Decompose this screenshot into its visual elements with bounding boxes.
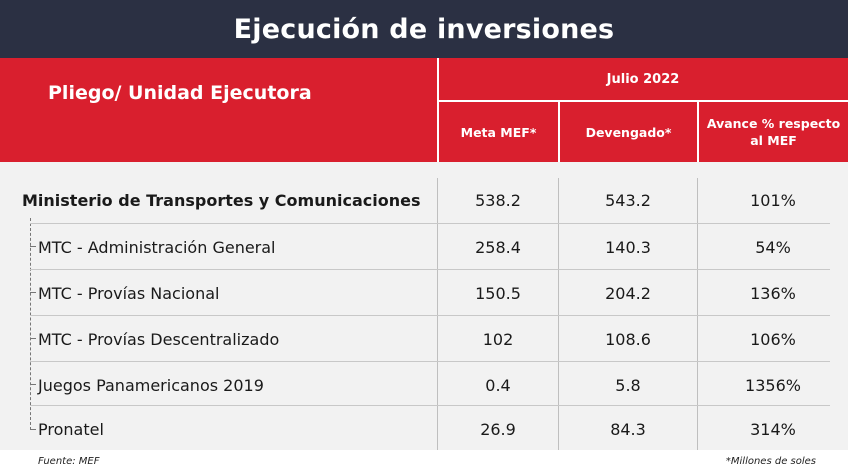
row-divider [30, 315, 830, 316]
page-title: Ejecución de inversiones [0, 0, 848, 58]
avance-value: 106% [750, 329, 796, 349]
row-label-header: Pliego/ Unidad Ejecutora [48, 82, 312, 104]
devengado-value: 108.6 [605, 329, 651, 349]
meta-value: 0.4 [485, 375, 511, 395]
tree-connector [30, 429, 36, 430]
period-header: Julio 2022 [606, 71, 680, 87]
row-name: MTC - Provías Descentralizado [38, 329, 280, 349]
table-row: Pronatel 26.9 84.3 314% [0, 406, 848, 452]
meta-value: 258.4 [475, 237, 521, 257]
avance-value: 54% [755, 237, 791, 257]
table-row: Juegos Panamericanos 2019 0.4 5.8 1356% [0, 362, 848, 408]
table-header [0, 58, 848, 162]
table-row: MTC - Administración General 258.4 140.3… [0, 224, 848, 270]
row-name: Juegos Panamericanos 2019 [38, 375, 264, 395]
column-header-devengado: Devengado* [585, 124, 672, 140]
row-divider [30, 361, 830, 362]
devengado-value: 543.2 [605, 190, 651, 210]
devengado-value: 204.2 [605, 283, 651, 303]
tree-connector [30, 384, 36, 385]
tree-connector [30, 218, 31, 430]
row-divider [30, 405, 830, 406]
header-divider [437, 58, 439, 162]
avance-value: 314% [750, 419, 796, 439]
table-row: Ministerio de Transportes y Comunicacion… [0, 177, 848, 223]
header-divider [437, 100, 848, 102]
devengado-value: 140.3 [605, 237, 651, 257]
avance-value: 136% [750, 283, 796, 303]
row-name: Pronatel [38, 419, 104, 439]
devengado-value: 5.8 [615, 375, 641, 395]
table-row: MTC - Provías Nacional 150.5 204.2 136% [0, 270, 848, 316]
table-body [0, 162, 848, 450]
row-divider [30, 223, 830, 224]
header-divider [558, 100, 560, 162]
meta-value: 102 [482, 329, 514, 349]
column-divider [558, 178, 559, 450]
column-divider [437, 178, 438, 450]
column-header-meta: Meta MEF* [460, 124, 537, 140]
avance-value: 1356% [745, 375, 801, 395]
table-row: MTC - Provías Descentralizado 102 108.6 … [0, 316, 848, 362]
row-name: Ministerio de Transportes y Comunicacion… [22, 190, 421, 210]
source-note: Fuente: MEF [38, 456, 100, 467]
units-note: *Millones de soles [725, 456, 816, 467]
meta-value: 150.5 [475, 283, 521, 303]
header-divider [697, 100, 699, 162]
column-header-avance: Avance % respecto al MEF [706, 116, 841, 148]
tree-connector [30, 246, 36, 247]
meta-value: 26.9 [480, 419, 516, 439]
column-divider [697, 178, 698, 450]
devengado-value: 84.3 [610, 419, 646, 439]
meta-value: 538.2 [475, 190, 521, 210]
row-name: MTC - Administración General [38, 237, 276, 257]
row-name: MTC - Provías Nacional [38, 283, 220, 303]
row-divider [30, 269, 830, 270]
tree-connector [30, 338, 36, 339]
tree-connector [30, 292, 36, 293]
avance-value: 101% [750, 190, 796, 210]
